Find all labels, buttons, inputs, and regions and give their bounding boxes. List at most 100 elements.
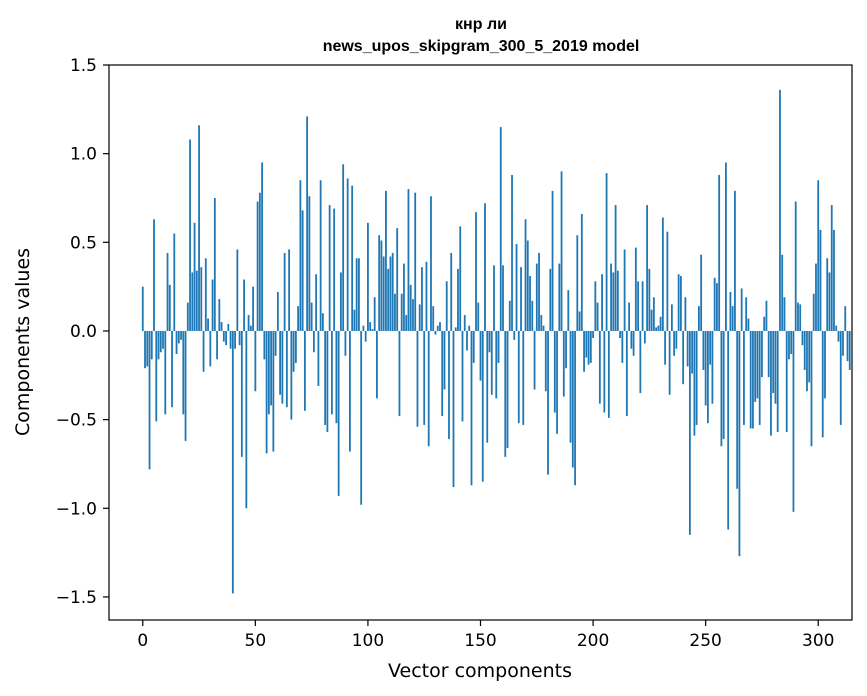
y-tick-label-0: 1.5 (70, 56, 97, 76)
bar-74 (308, 196, 311, 331)
bar-128 (430, 196, 432, 331)
bar-150 (479, 330, 482, 381)
bar-29 (207, 318, 209, 331)
bar-12 (168, 284, 171, 331)
bar-212 (619, 330, 621, 339)
bar-86 (335, 330, 338, 424)
bar-41 (234, 330, 236, 349)
bar-130 (434, 330, 437, 335)
bar-71 (301, 210, 304, 331)
bar-61 (279, 330, 282, 395)
x-tick-label-200: 200 (577, 631, 609, 651)
bar-260 (727, 330, 730, 530)
bar-270 (749, 330, 752, 429)
bar-200 (592, 330, 594, 339)
bar-179 (544, 330, 547, 392)
bar-10 (164, 330, 167, 415)
bar-11 (166, 252, 169, 331)
bar-305 (828, 272, 831, 331)
bar-110 (389, 256, 392, 331)
bar-307 (833, 229, 835, 331)
bar-153 (486, 330, 489, 443)
bar-34 (218, 299, 221, 331)
bar-186 (560, 171, 563, 331)
bar-269 (747, 318, 750, 331)
bar-239 (679, 276, 682, 331)
bar-192 (574, 330, 576, 486)
bar-310 (839, 330, 842, 425)
bar-1 (144, 330, 146, 369)
bar-138 (452, 330, 455, 488)
bar-306 (830, 205, 833, 331)
bar-267 (743, 330, 745, 425)
bar-85 (333, 208, 336, 331)
bar-22 (191, 272, 194, 331)
bar-70 (299, 180, 302, 331)
bar-112 (394, 293, 396, 331)
y-tick-label-3: 0.0 (70, 322, 97, 342)
bar-0 (141, 286, 144, 331)
chart-title-line2: news_upos_skipgram_300_5_2019 model (323, 38, 640, 55)
bar-50 (254, 330, 257, 392)
bar-56 (267, 330, 270, 415)
bar-113 (396, 228, 399, 331)
bar-101 (369, 322, 372, 331)
bar-102 (371, 329, 374, 331)
bar-258 (722, 330, 725, 440)
bar-271 (752, 330, 754, 429)
bar-3 (148, 330, 151, 470)
bar-273 (756, 330, 759, 399)
bar-155 (490, 330, 493, 395)
bar-163 (508, 300, 511, 331)
y-tick-label-2: 0.5 (70, 233, 97, 253)
bar-199 (589, 330, 592, 363)
bar-121 (414, 192, 417, 331)
bar-39 (229, 330, 232, 349)
bar-224 (646, 205, 649, 331)
bar-222 (641, 281, 644, 331)
bar-9 (162, 330, 164, 349)
bar-27 (202, 330, 205, 372)
bar-213 (621, 330, 624, 363)
bar-198 (587, 330, 590, 365)
bar-205 (603, 330, 606, 413)
bar-84 (331, 330, 333, 415)
bar-115 (400, 293, 403, 331)
bar-266 (740, 288, 743, 331)
bar-51 (256, 201, 259, 331)
bar-187 (562, 330, 565, 397)
bar-196 (583, 330, 585, 372)
bar-54 (263, 330, 266, 360)
bar-91 (346, 178, 349, 331)
bar-220 (637, 281, 640, 331)
y-tick-label-1: 1.0 (70, 145, 97, 165)
bar-182 (551, 190, 554, 331)
bar-190 (569, 330, 572, 443)
bar-52 (258, 192, 261, 331)
bar-18 (182, 330, 185, 415)
bar-261 (729, 291, 732, 331)
bar-125 (423, 330, 426, 425)
bar-20 (186, 302, 189, 331)
bar-37 (225, 330, 227, 346)
bar-215 (625, 330, 628, 417)
bar-97 (360, 330, 363, 505)
bar-236 (673, 330, 676, 356)
bar-158 (497, 330, 500, 363)
bar-111 (391, 252, 394, 331)
bar-244 (691, 330, 694, 374)
bar-238 (677, 274, 680, 331)
bar-152 (484, 203, 486, 331)
bar-195 (580, 213, 583, 331)
bar-259 (725, 162, 727, 331)
bar-304 (826, 258, 829, 331)
bar-46 (245, 330, 248, 509)
bar-283 (779, 89, 781, 331)
bar-60 (276, 291, 279, 331)
bar-116 (403, 263, 405, 331)
bar-204 (601, 274, 603, 331)
bar-53 (261, 162, 263, 331)
bar-45 (243, 279, 245, 331)
bar-117 (405, 315, 408, 331)
bar-127 (427, 330, 430, 447)
